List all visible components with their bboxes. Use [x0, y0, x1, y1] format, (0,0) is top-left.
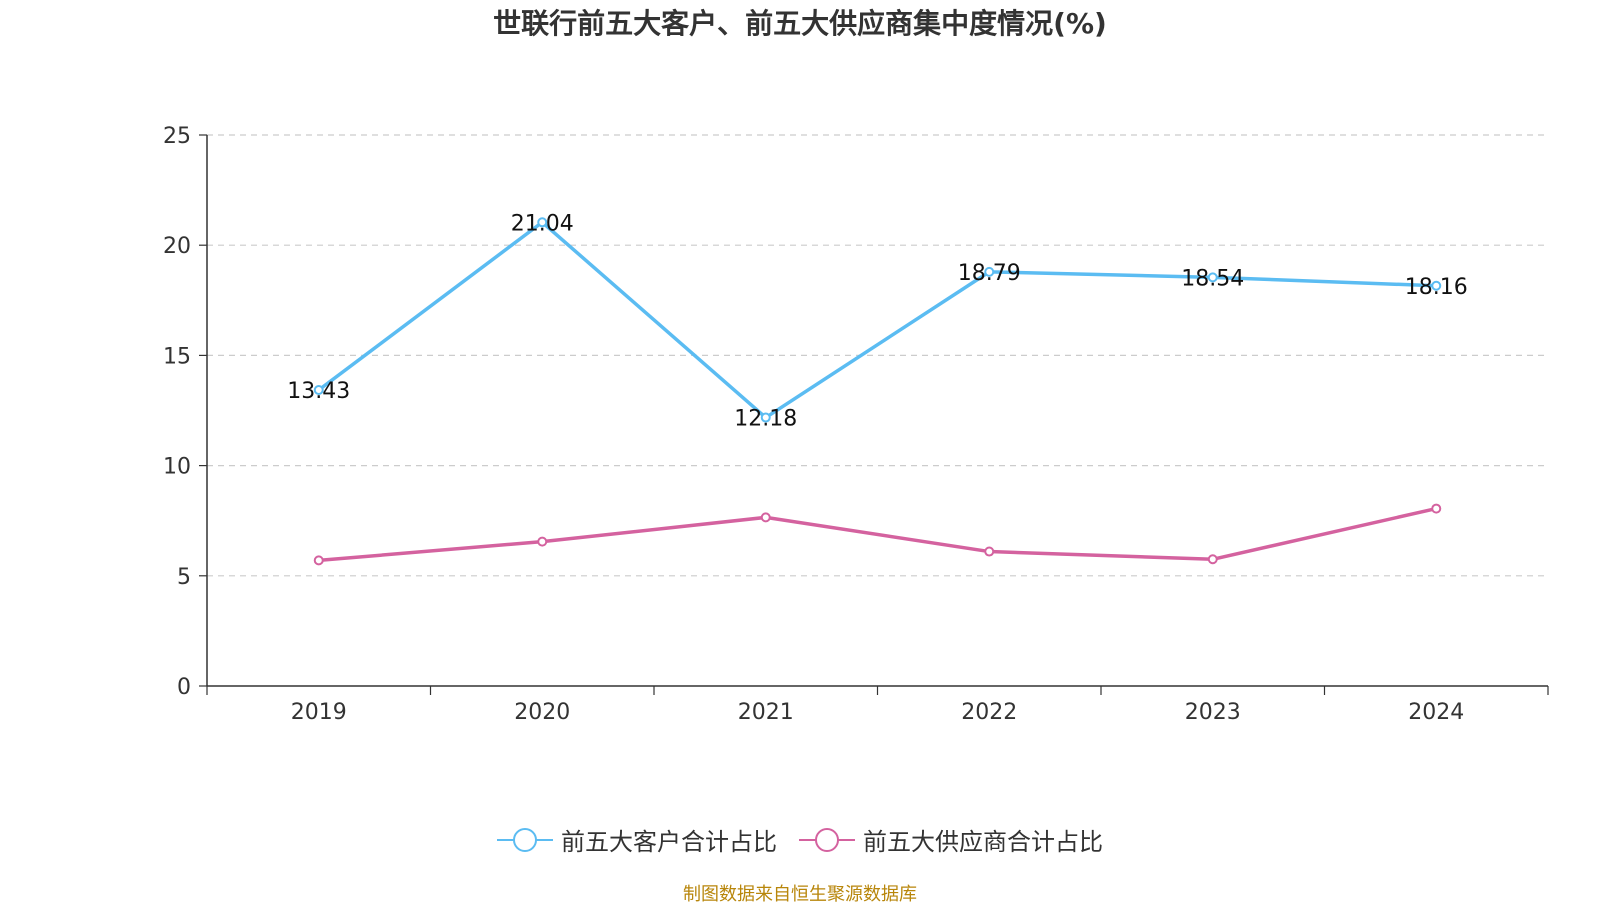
x-tick-label: 2020: [514, 700, 570, 725]
legend-item-suppliers[interactable]: 前五大供应商合计占比: [799, 822, 1103, 857]
y-tick-label: 15: [163, 344, 191, 369]
x-tick-label: 2021: [738, 700, 794, 725]
data-point-0: [760, 412, 771, 423]
legend-item-customers[interactable]: 前五大客户合计占比: [497, 822, 777, 857]
line-chart: 0 5 10 15 20 25 2019 2020 2021 2022 2023 2024 13.43 2…: [163, 124, 1549, 725]
data-point-0: [313, 385, 324, 396]
data-point-1: [984, 546, 995, 557]
x-tick-label: 2024: [1408, 700, 1464, 725]
data-label: 18.54: [1181, 266, 1244, 291]
series-line-0: [317, 220, 1437, 420]
data-point-1: [1207, 554, 1218, 565]
data-label: 18.79: [958, 261, 1021, 286]
data-label: 12.18: [734, 407, 797, 432]
y-tick-label: 10: [163, 455, 191, 480]
data-point-1: [1431, 503, 1442, 514]
y-tick-label: 5: [177, 565, 191, 590]
data-point-0: [984, 266, 995, 277]
legend-swatch-suppliers: [799, 827, 855, 852]
x-tick-label: 2023: [1185, 700, 1241, 725]
x-tick-label: 2019: [291, 700, 347, 725]
legend-label-suppliers: 前五大供应商合计占比: [863, 828, 1103, 856]
y-tick-label: 20: [163, 234, 191, 259]
data-label: 21.04: [511, 211, 574, 236]
data-point-1: [537, 536, 548, 547]
data-label: 13.43: [287, 379, 350, 404]
chart-title: 世联行前五大客户、前五大供应商集中度情况(%): [493, 7, 1107, 40]
data-point-1: [760, 512, 771, 523]
legend-label-customers: 前五大客户合计占比: [561, 828, 777, 856]
y-tick-label: 25: [163, 124, 191, 149]
legend-swatch-customers: [497, 827, 553, 852]
x-tick-label: 2022: [961, 700, 1017, 725]
y-tick-label: 0: [177, 675, 191, 700]
series-line-1: [318, 506, 1437, 563]
legend: 前五大客户合计占比 前五大供应商合计占比: [0, 822, 1600, 857]
data-point-0: [1431, 280, 1442, 291]
data-point-0: [1207, 272, 1218, 283]
data-point-1: [313, 555, 324, 566]
data-point-0: [537, 217, 548, 228]
source-note: 制图数据来自恒生聚源数据库: [683, 884, 917, 905]
data-label: 18.16: [1405, 275, 1468, 300]
